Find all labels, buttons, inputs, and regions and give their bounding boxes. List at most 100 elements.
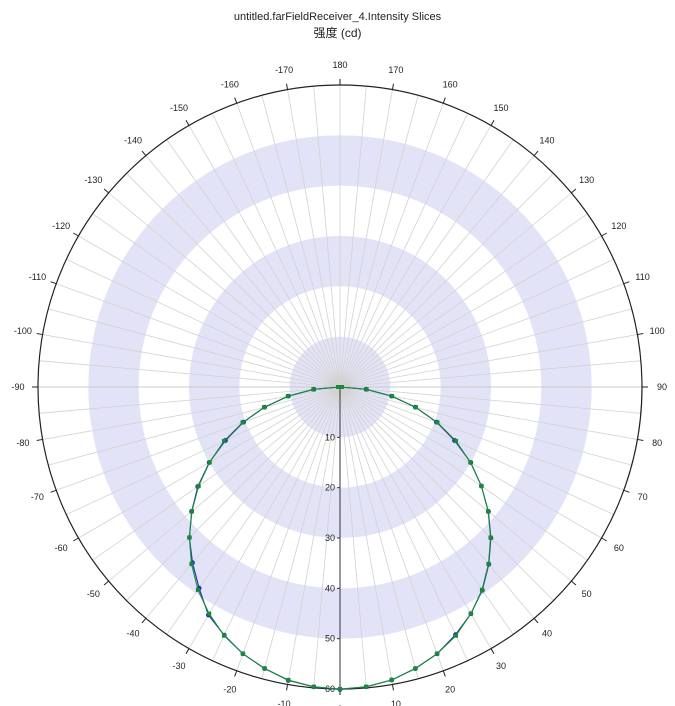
- angle-tick: [234, 670, 238, 677]
- spoke-line: [188, 125, 341, 388]
- spoke-line: [339, 386, 367, 688]
- spoke-line: [261, 95, 341, 388]
- spoke-line: [236, 386, 341, 671]
- spoke-line: [339, 155, 535, 388]
- angle-tick-label: -70: [31, 492, 44, 502]
- radial-tick-label: 50: [325, 634, 335, 644]
- spoke-line: [339, 125, 492, 388]
- angle-tick: [73, 537, 79, 542]
- data-point: [453, 633, 459, 638]
- spoke-line: [339, 113, 468, 388]
- spoke-line: [287, 89, 341, 388]
- spoke-line: [339, 139, 514, 388]
- angle-tick-label: -60: [55, 543, 68, 553]
- spoke-line: [339, 235, 602, 388]
- angle-tick-label: 160: [443, 79, 458, 89]
- spoke-line: [48, 308, 341, 388]
- spoke-line: [313, 386, 341, 688]
- angle-tick: [141, 618, 147, 624]
- data-point: [485, 509, 491, 514]
- spoke-line: [339, 386, 632, 466]
- angle-tick-label: 120: [611, 221, 626, 231]
- angle-tick-label: -10: [278, 699, 291, 706]
- spoke-line: [108, 386, 341, 582]
- angle-tick-label: 60: [614, 543, 624, 553]
- angle-tick-label: 30: [496, 661, 506, 671]
- data-point: [222, 438, 227, 444]
- angle-tick: [185, 648, 190, 654]
- angle-tick-label: 10: [391, 699, 401, 706]
- angle-tick: [286, 684, 289, 691]
- angle-tick: [637, 333, 644, 336]
- data-point: [389, 394, 395, 399]
- angle-tick: [442, 97, 446, 104]
- angle-tick: [50, 489, 57, 493]
- angle-tick: [36, 333, 43, 336]
- spoke-line: [287, 386, 341, 685]
- angle-tick: [442, 670, 446, 677]
- data-point: [453, 438, 458, 444]
- data-point: [479, 587, 485, 592]
- data-point: [468, 611, 473, 616]
- spoke-line: [92, 213, 341, 388]
- spoke-line: [339, 386, 492, 649]
- spoke-line: [188, 386, 341, 649]
- spoke-line: [39, 360, 341, 388]
- data-point: [207, 611, 212, 616]
- data-point: [285, 394, 291, 399]
- data-point: [187, 535, 192, 540]
- angle-tick: [623, 489, 630, 493]
- angle-tick: [637, 438, 644, 441]
- spoke-line: [339, 95, 419, 388]
- spoke-line: [339, 386, 554, 601]
- radial-tick-label: 30: [325, 533, 335, 543]
- spoke-line: [339, 386, 641, 414]
- angle-tick: [103, 188, 109, 194]
- spoke-line: [339, 103, 444, 388]
- angle-tick: [601, 232, 607, 237]
- spoke-line: [145, 386, 341, 619]
- data-point: [207, 460, 212, 465]
- spoke-line: [56, 386, 341, 491]
- data-point: [311, 387, 316, 392]
- angle-tick-label: 150: [493, 103, 508, 113]
- angle-tick: [36, 438, 43, 441]
- angle-tick-label: -100: [14, 326, 32, 336]
- data-point: [479, 483, 484, 489]
- angle-tick-label: -160: [221, 79, 239, 89]
- angle-tick: [533, 150, 539, 156]
- spoke-line: [78, 235, 341, 388]
- spoke-line: [236, 103, 341, 388]
- data-point: [389, 677, 394, 683]
- data-point: [468, 460, 473, 465]
- angle-tick-label: -130: [84, 175, 102, 185]
- angle-tick-label: 0: [337, 704, 342, 706]
- data-point: [240, 420, 245, 425]
- spoke-line: [108, 192, 341, 388]
- spoke-line: [313, 86, 341, 388]
- angle-tick: [571, 580, 577, 586]
- spoke-line: [339, 386, 444, 671]
- angle-tick: [185, 120, 190, 126]
- spoke-line: [339, 386, 614, 515]
- angle-tick: [50, 281, 57, 285]
- angle-tick-label: 40: [542, 629, 552, 639]
- angle-tick-label: -170: [275, 65, 293, 75]
- spoke-line: [339, 213, 588, 388]
- spoke-line: [261, 386, 341, 679]
- spoke-line: [212, 113, 341, 388]
- angle-tick: [141, 150, 147, 156]
- spoke-line: [48, 386, 341, 466]
- data-point: [413, 666, 418, 671]
- spoke-line: [339, 386, 468, 661]
- spoke-line: [339, 173, 554, 388]
- data-point: [488, 535, 493, 540]
- radial-tick-label: 20: [325, 483, 335, 493]
- angle-tick-label: 180: [332, 60, 347, 70]
- angle-tick-label: -140: [124, 135, 142, 145]
- data-point: [240, 651, 246, 656]
- spoke-line: [339, 386, 514, 635]
- spoke-line: [166, 139, 341, 388]
- chart-subtitle: 强度 (cd): [313, 26, 362, 40]
